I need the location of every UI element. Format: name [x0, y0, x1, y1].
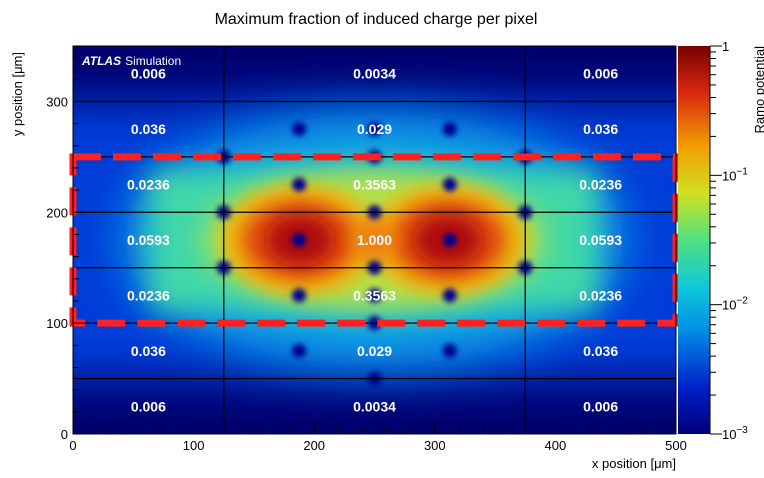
chart-title: Maximum fraction of induced charge per p… [215, 11, 538, 28]
color-scale-axis: 1 10−1 10−2 10−3 [709, 39, 748, 442]
color-scale-label: Ramo potential [752, 46, 764, 134]
cell-value-label: 0.036 [583, 121, 618, 137]
plot-frame [72, 45, 677, 435]
x-axis-label: x position [μm] [592, 456, 676, 471]
cell-value-label: 0.0236 [579, 177, 622, 193]
cell-value-label: 0.3563 [353, 287, 396, 303]
cell-value-label: 0.029 [357, 343, 392, 359]
y-tick-label: 200 [46, 205, 68, 220]
cell-value-label: 0.0593 [579, 232, 622, 248]
x-tick-label: 400 [545, 438, 567, 453]
cell-value-label: 1.000 [357, 232, 392, 248]
cell-value-label: 0.036 [131, 121, 166, 137]
cell-value-label: 0.029 [357, 121, 392, 137]
cell-value-label: 0.0236 [127, 287, 170, 303]
y-axis-label: y position [μm] [10, 52, 25, 136]
z-tick-label: 10−3 [722, 425, 748, 442]
z-tick-label: 10−1 [722, 166, 748, 183]
cell-value-label: 0.0236 [579, 287, 622, 303]
z-tick-label: 1 [722, 39, 729, 54]
cell-value-label: 0.0034 [353, 66, 396, 82]
x-tick-label: 0 [69, 438, 76, 453]
y-tick-label: 100 [46, 316, 68, 331]
cell-value-label: 0.006 [131, 66, 166, 82]
color-scale-bar [678, 46, 710, 434]
x-tick-label: 300 [424, 438, 446, 453]
cell-value-label: 0.0034 [353, 398, 396, 414]
axes: 0 100 200 300 400 500 0 100 200 300 [46, 45, 687, 453]
cell-value-label: 0.036 [131, 343, 166, 359]
cell-values: 0.006 0.0034 0.006 0.036 0.029 0.036 0.0236 0.3… [127, 66, 622, 415]
x-tick-label: 200 [303, 438, 325, 453]
cell-value-label: 0.006 [583, 66, 618, 82]
atlas-label: ATLAS Simulation [81, 54, 181, 68]
cell-value-label: 0.006 [131, 398, 166, 414]
cell-value-label: 0.0236 [127, 177, 170, 193]
cell-value-label: 0.3563 [353, 177, 396, 193]
cell-value-label: 0.036 [583, 343, 618, 359]
cell-value-label: 0.006 [583, 398, 618, 414]
x-tick-label: 100 [183, 438, 205, 453]
cell-value-label: 0.0593 [127, 232, 170, 248]
x-tick-label: 500 [665, 438, 687, 453]
y-tick-label: 0 [61, 427, 68, 442]
z-tick-label: 10−2 [722, 296, 748, 313]
y-tick-label: 300 [46, 94, 68, 109]
